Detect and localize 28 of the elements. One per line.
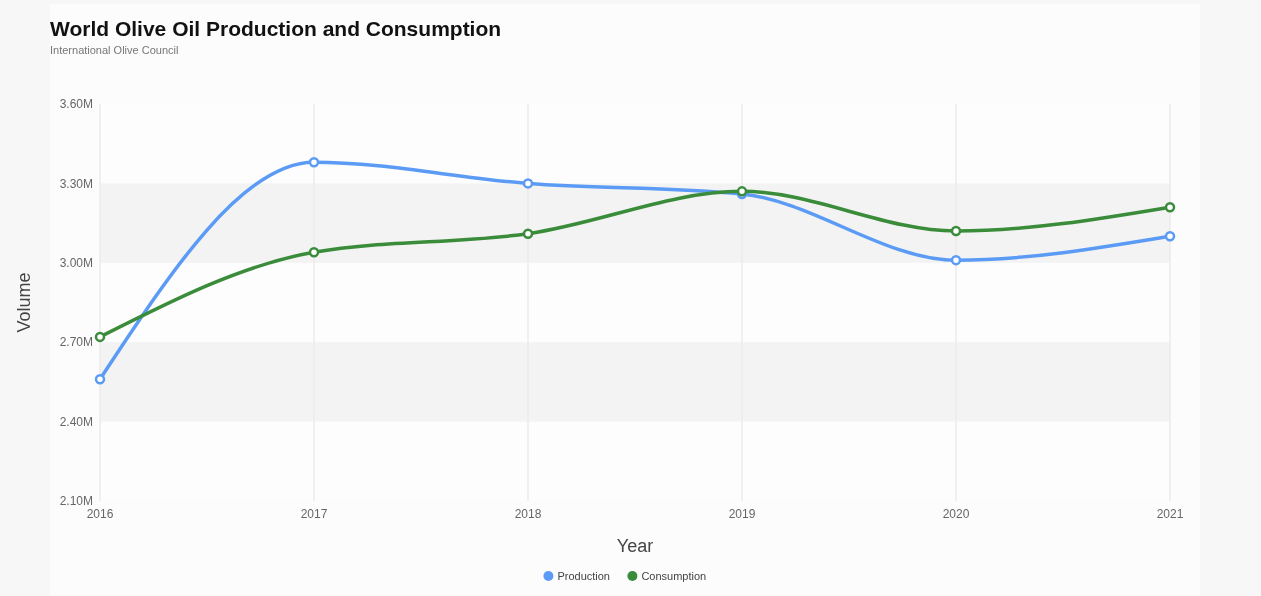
point (94, 374, 106, 385)
y-tick-label: 2.40M (59, 414, 93, 429)
x-tick-label: 2021 (1156, 507, 1184, 521)
x-axis-title: Year (616, 536, 654, 556)
legend-label: Consumption (641, 569, 707, 582)
point (950, 254, 962, 266)
x-tick-label: 2016 (86, 507, 114, 521)
point (1164, 201, 1176, 213)
y-tick-label: 3.30M (59, 176, 93, 191)
y-tick-label: 2.70M (59, 335, 93, 350)
chart-subtitle: International Olive Council (50, 44, 179, 56)
y-tick-label: 2.10M (59, 494, 93, 509)
x-tick-label: 2019 (728, 507, 756, 521)
point (522, 178, 534, 189)
y-tick-label: 3.60M (59, 97, 93, 112)
chart-title: World Olive Oil Production and Consumption (50, 17, 502, 40)
point (308, 246, 320, 258)
y-axis-title: Volume (14, 272, 34, 333)
x-tick-label: 2018 (514, 507, 542, 521)
y-tick-label: 3.00M (59, 256, 93, 270)
point (522, 228, 534, 239)
point (950, 225, 962, 237)
x-tick-label: 2017 (300, 507, 328, 521)
point (94, 331, 106, 343)
x-tick-label: 2020 (942, 507, 970, 521)
legend-label: Production (557, 569, 610, 582)
point (308, 156, 320, 168)
point (1164, 231, 1176, 242)
